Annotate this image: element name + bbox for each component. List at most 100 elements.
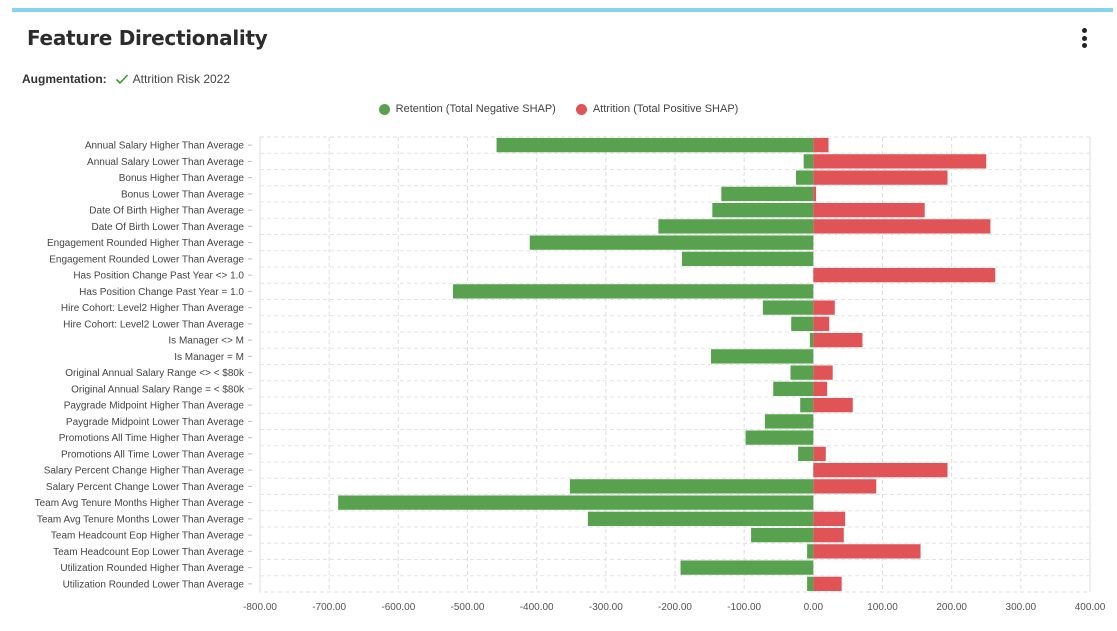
y-category-label: Annual Salary Lower Than Average <box>87 157 244 168</box>
retention-bar <box>773 381 814 397</box>
augmentation-label: Augmentation: <box>22 72 107 86</box>
retention-bar <box>496 137 814 153</box>
y-category-label: Salary Percent Change Higher Than Averag… <box>44 466 245 477</box>
retention-bar <box>712 202 814 218</box>
augmentation-info: Augmentation: Attrition Risk 2022 <box>22 72 230 86</box>
retention-bar <box>680 560 814 575</box>
attrition-bar <box>813 576 842 592</box>
checkmark-icon <box>115 74 128 85</box>
retention-bar <box>710 349 814 364</box>
attrition-bar <box>813 544 921 559</box>
legend-item-attrition[interactable]: Attrition (Total Positive SHAP) <box>575 103 739 115</box>
retention-bar <box>452 284 814 299</box>
retention-bar <box>745 430 814 445</box>
retention-bar <box>529 235 814 250</box>
y-category-label: Team Headcount Eop Higher Than Average <box>51 531 245 542</box>
retention-bar <box>658 219 814 234</box>
attrition-bar <box>813 154 987 169</box>
attrition-bar <box>813 186 817 202</box>
attrition-bar <box>813 332 863 348</box>
y-category-label: Paygrade Midpoint Lower Than Average <box>66 417 245 428</box>
y-category-label: Salary Percent Change Lower Than Average <box>46 482 245 493</box>
y-category-label: Annual Salary Higher Than Average <box>85 141 245 152</box>
y-category-label: Bonus Higher Than Average <box>119 173 245 184</box>
y-category-label: Bonus Lower Than Average <box>121 189 244 200</box>
y-category-label: Original Annual Salary Range <> < $80k <box>65 368 245 379</box>
x-tick-label: -500.00 <box>451 602 485 613</box>
x-tick-label: 100.00 <box>867 602 898 613</box>
chart-title: Feature Directionality <box>27 26 268 50</box>
attrition-bar <box>813 397 853 413</box>
attrition-bar <box>813 316 830 332</box>
x-tick-label: -400.00 <box>520 602 554 613</box>
attrition-bar <box>813 170 948 185</box>
y-category-label: Engagement Rounded Higher Than Average <box>47 238 244 249</box>
attrition-bar <box>813 446 826 462</box>
more-options-icon[interactable] <box>1075 26 1095 50</box>
attrition-bar <box>813 462 948 478</box>
retention-bar <box>790 365 814 380</box>
retention-bar <box>569 479 814 494</box>
attrition-bar <box>813 479 877 494</box>
y-category-label: Utilization Rounded Lower Than Average <box>63 579 245 590</box>
retention-bar <box>587 511 814 527</box>
y-category-label: Hire Cohort: Level2 Lower Than Average <box>63 319 244 330</box>
attrition-bar <box>813 381 828 397</box>
x-tick-label: 200.00 <box>936 602 967 613</box>
x-tick-label: -600.00 <box>381 602 415 613</box>
attrition-bar <box>813 219 991 234</box>
y-category-label: Has Position Change Past Year <> 1.0 <box>73 271 244 282</box>
y-category-label: Paygrade Midpoint Higher Than Average <box>64 401 245 412</box>
retention-bar <box>791 316 814 332</box>
y-category-label: Promotions All Time Higher Than Average <box>59 433 245 444</box>
y-category-label: Is Manager <> M <box>168 336 244 347</box>
chart-legend: Retention (Total Negative SHAP) Attritio… <box>0 103 1117 115</box>
retention-bar <box>762 300 814 315</box>
legend-item-retention[interactable]: Retention (Total Negative SHAP) <box>378 103 556 115</box>
y-category-label: Is Manager = M <box>174 352 244 363</box>
x-tick-label: -800.00 <box>243 602 277 613</box>
legend-label-retention: Retention (Total Negative SHAP) <box>395 103 556 115</box>
y-category-label: Utilization Rounded Higher Than Average <box>60 563 244 574</box>
x-tick-label: 400.00 <box>1075 602 1106 613</box>
retention-bar <box>803 154 814 169</box>
attrition-bar <box>813 267 996 283</box>
retention-bar <box>800 397 814 413</box>
attrition-bar <box>813 202 925 218</box>
x-tick-label: -100.00 <box>727 602 761 613</box>
y-category-label: Engagement Rounded Lower Than Average <box>49 254 244 265</box>
retention-bar <box>338 495 814 510</box>
card-accent-bar <box>12 8 1113 12</box>
attrition-bar <box>813 527 844 543</box>
y-category-label: Original Annual Salary Range = < $80k <box>71 384 245 395</box>
retention-bar <box>809 332 814 348</box>
y-category-label: Date Of Birth Lower Than Average <box>92 222 245 233</box>
retention-bar <box>721 186 814 202</box>
y-category-label: Team Avg Tenure Months Lower Than Averag… <box>37 514 245 525</box>
y-category-label: Date Of Birth Higher Than Average <box>89 206 244 217</box>
augmentation-value: Attrition Risk 2022 <box>132 72 231 86</box>
x-tick-label: -300.00 <box>589 602 623 613</box>
attrition-bar <box>813 511 846 527</box>
x-tick-label: -200.00 <box>658 602 692 613</box>
y-category-label: Has Position Change Past Year = 1.0 <box>79 287 244 298</box>
retention-bar <box>807 576 814 592</box>
attrition-bar <box>813 300 835 315</box>
legend-swatch-attrition <box>575 103 587 115</box>
retention-bar <box>681 251 814 267</box>
attrition-bar <box>813 365 833 380</box>
x-tick-label: 300.00 <box>1006 602 1037 613</box>
legend-label-attrition: Attrition (Total Positive SHAP) <box>592 103 739 115</box>
retention-bar <box>798 446 814 462</box>
x-tick-label: 0.00 <box>804 602 824 613</box>
retention-bar <box>764 414 814 429</box>
retention-bar <box>751 527 814 543</box>
legend-swatch-retention <box>378 103 390 115</box>
y-category-label: Team Headcount Eop Lower Than Average <box>53 547 244 558</box>
x-tick-label: -700.00 <box>312 602 346 613</box>
y-category-label: Hire Cohort: Level2 Higher Than Average <box>61 303 245 314</box>
attrition-bar <box>813 137 829 153</box>
retention-bar <box>807 544 814 559</box>
